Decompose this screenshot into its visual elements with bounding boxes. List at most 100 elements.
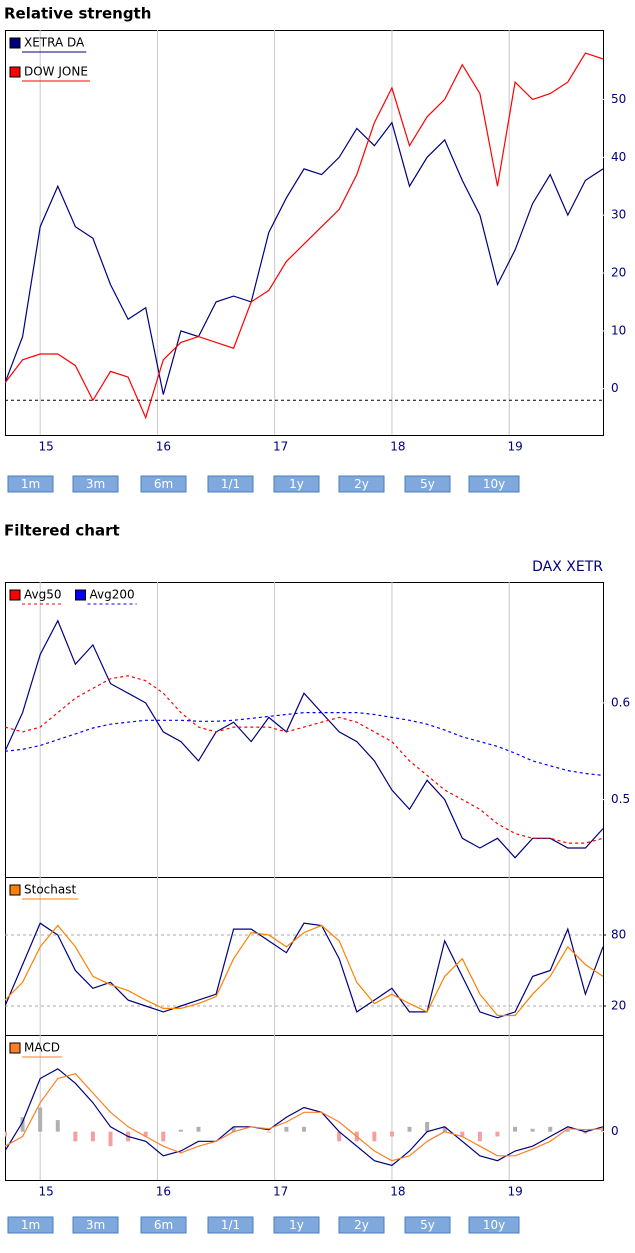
button-label[interactable]: 5y: [420, 1218, 435, 1232]
range-button[interactable]: 3m: [72, 475, 119, 493]
x-tick-label: 15: [39, 1185, 54, 1199]
histogram-bar: [477, 1131, 482, 1142]
range-button[interactable]: 2y: [338, 1216, 385, 1234]
legend-swatch: [9, 589, 21, 601]
legend-label: Stochast: [24, 883, 76, 897]
button-bg[interactable]: [338, 1216, 385, 1234]
x-tick-label: 17: [273, 1185, 288, 1199]
range-button[interactable]: 5y: [404, 475, 451, 493]
y-tick-label: 40: [611, 150, 626, 164]
chart-title: Filtered chart: [4, 522, 120, 540]
button-bg[interactable]: [7, 1216, 54, 1234]
range-button[interactable]: 10y: [468, 1216, 520, 1234]
y-tick-label: 0: [611, 381, 619, 395]
plot: [5, 30, 603, 435]
legend-label: DOW JONE: [24, 65, 88, 79]
series-line: [5, 712, 603, 776]
button-label[interactable]: 1y: [289, 1218, 304, 1232]
y-tick-label: 20: [611, 999, 626, 1013]
range-button[interactable]: 10y: [468, 475, 520, 493]
x-tick-label: 19: [508, 440, 523, 454]
button-label[interactable]: 3m: [86, 477, 105, 491]
x-tick-label: 16: [156, 1185, 171, 1199]
button-bg[interactable]: [7, 475, 54, 493]
histogram-bar: [38, 1107, 43, 1132]
button-label[interactable]: 3m: [86, 1218, 105, 1232]
histogram-bar: [460, 1131, 465, 1137]
button-bg[interactable]: [468, 475, 520, 493]
histogram-bar: [425, 1122, 430, 1132]
y-tick-label: 20: [611, 266, 626, 280]
histogram-bar: [565, 1129, 570, 1132]
button-bg[interactable]: [273, 475, 320, 493]
plot-area: [5, 30, 604, 436]
legend-label: Avg50: [24, 588, 62, 602]
histogram-bar: [196, 1126, 201, 1132]
histogram-bar: [231, 1126, 236, 1132]
button-label[interactable]: 2y: [354, 477, 369, 491]
legend-swatch: [9, 66, 21, 78]
button-bg[interactable]: [207, 1216, 254, 1234]
histogram-bar: [73, 1131, 78, 1142]
histogram-bar: [284, 1126, 289, 1132]
range-button[interactable]: 3m: [72, 1216, 119, 1234]
button-label[interactable]: 1/1: [221, 477, 240, 491]
histogram-bar: [442, 1126, 447, 1132]
legend-swatch: [9, 1042, 21, 1054]
button-label[interactable]: 1m: [21, 477, 40, 491]
button-bg[interactable]: [140, 475, 187, 493]
button-label[interactable]: 6m: [154, 477, 173, 491]
range-button[interactable]: 1/1: [207, 475, 254, 493]
series-line: [5, 924, 603, 1017]
histogram-bar: [108, 1131, 113, 1147]
x-tick-label: 18: [390, 440, 405, 454]
button-bg[interactable]: [338, 475, 385, 493]
y-tick-label: 80: [611, 927, 626, 941]
range-button[interactable]: 6m: [140, 475, 187, 493]
histogram-bar: [407, 1126, 412, 1132]
button-label[interactable]: 2y: [354, 1218, 369, 1232]
histogram-bar: [161, 1131, 166, 1142]
legend-swatch: [9, 37, 21, 49]
series-line: [5, 52, 603, 420]
range-button[interactable]: 1m: [7, 475, 54, 493]
range-button[interactable]: 1y: [273, 475, 320, 493]
series-line: [5, 121, 603, 395]
button-label[interactable]: 5y: [420, 477, 435, 491]
range-button[interactable]: 1y: [273, 1216, 320, 1234]
histogram-bar: [495, 1131, 500, 1137]
range-button[interactable]: 1/1: [207, 1216, 254, 1234]
button-bg[interactable]: [72, 1216, 119, 1234]
button-bg[interactable]: [72, 475, 119, 493]
range-button[interactable]: 2y: [338, 475, 385, 493]
range-button[interactable]: 6m: [140, 1216, 187, 1234]
histogram-bar: [548, 1126, 553, 1132]
button-label[interactable]: 6m: [154, 1218, 173, 1232]
range-button[interactable]: 5y: [404, 1216, 451, 1234]
button-label[interactable]: 1/1: [221, 1218, 240, 1232]
legend-label: Avg200: [90, 588, 135, 602]
button-label[interactable]: 1y: [289, 477, 304, 491]
button-label[interactable]: 10y: [483, 477, 505, 491]
button-bg[interactable]: [140, 1216, 187, 1234]
range-button[interactable]: 1m: [7, 1216, 54, 1234]
plot: [5, 1035, 603, 1180]
legend-swatch: [9, 884, 21, 896]
plot-area: [5, 877, 604, 1036]
y-tick-label: 50: [611, 92, 626, 106]
histogram-bar: [266, 1131, 271, 1133]
histogram-bar: [143, 1131, 148, 1137]
button-bg[interactable]: [273, 1216, 320, 1234]
y-tick-label: 30: [611, 208, 626, 222]
button-bg[interactable]: [404, 475, 451, 493]
histogram-bar: [337, 1131, 342, 1142]
button-label[interactable]: 1m: [21, 1218, 40, 1232]
button-bg[interactable]: [404, 1216, 451, 1234]
button-bg[interactable]: [468, 1216, 520, 1234]
button-label[interactable]: 10y: [483, 1218, 505, 1232]
button-bg[interactable]: [207, 475, 254, 493]
histogram-bar: [178, 1129, 183, 1132]
y-tick-label: 0: [611, 1124, 619, 1138]
histogram-bar: [530, 1128, 535, 1132]
series-line: [5, 1068, 603, 1167]
